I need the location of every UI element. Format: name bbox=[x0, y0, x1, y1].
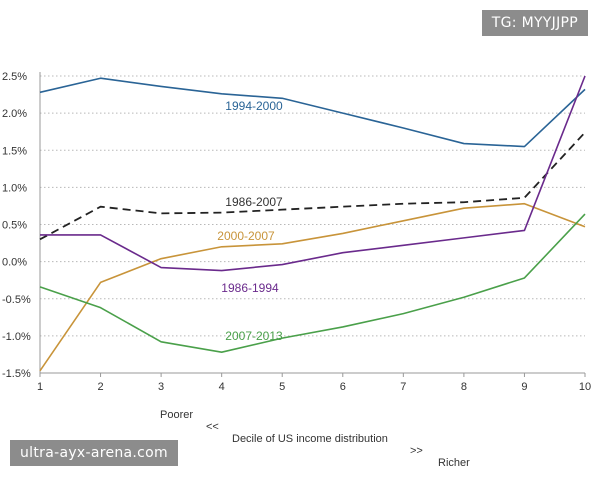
x-axis-title: Decile of US income distribution bbox=[232, 433, 388, 445]
x-caption-right-arrows: >> bbox=[410, 445, 423, 457]
x-tick-label: 7 bbox=[400, 381, 406, 393]
y-tick-label: 2.5% bbox=[2, 71, 27, 83]
series-lines bbox=[39, 75, 586, 372]
series-line-1986-2007 bbox=[39, 131, 586, 241]
series-label: 2000-2007 bbox=[217, 229, 275, 243]
y-tick-label: 1.5% bbox=[2, 145, 27, 157]
y-tick-label: -1.5% bbox=[2, 368, 31, 380]
x-tick-label: 1 bbox=[37, 381, 43, 393]
watermark-top-right: TG: MYYJJPP bbox=[481, 10, 588, 36]
x-caption-left-arrows: << bbox=[206, 421, 219, 433]
x-axis-caption: Poorer << Decile of US income distributi… bbox=[0, 397, 600, 469]
y-tick-label: 1.0% bbox=[2, 182, 27, 194]
y-tick-label: 0.0% bbox=[2, 257, 27, 269]
x-tick-label: 2 bbox=[97, 381, 103, 393]
x-caption-poorer: Poorer bbox=[160, 409, 194, 421]
series-label: 1986-1994 bbox=[221, 281, 279, 295]
series-line-2007-2013 bbox=[39, 213, 586, 354]
watermark-bottom-left: ultra-ayx-arena.com bbox=[10, 440, 178, 466]
x-tick-label: 9 bbox=[521, 381, 527, 393]
series-line-1994-2000 bbox=[39, 77, 586, 148]
x-tick-label: 8 bbox=[461, 381, 467, 393]
x-caption-richer: Richer bbox=[438, 457, 470, 469]
x-tick-label: 4 bbox=[219, 381, 225, 393]
series-label: 1994-2000 bbox=[225, 99, 283, 113]
series-line-1986-1994 bbox=[40, 75, 586, 272]
series-labels: 1994-2000 1986-2007 2000-2007 1986-1994 2007… bbox=[217, 99, 283, 343]
axes: 2.5% 2.0% 1.5% 1.0% 0.5% 0.0% -0.5% -1.0% -1.5% 1… bbox=[2, 71, 591, 393]
series-label: 2007-2013 bbox=[225, 329, 283, 343]
x-tick-label: 6 bbox=[340, 381, 346, 393]
series-line-2000-2007 bbox=[39, 202, 586, 372]
grid-lines bbox=[40, 75, 585, 374]
y-tick-label: -1.0% bbox=[2, 331, 31, 343]
y-tick-label: 0.5% bbox=[2, 220, 27, 232]
x-tick-label: 5 bbox=[279, 381, 285, 393]
y-tick-label: -0.5% bbox=[2, 294, 31, 306]
x-tick-label: 10 bbox=[579, 381, 591, 393]
y-tick-label: 2.0% bbox=[2, 108, 27, 120]
x-tick-label: 3 bbox=[158, 381, 164, 393]
series-label: 1986-2007 bbox=[225, 195, 283, 209]
